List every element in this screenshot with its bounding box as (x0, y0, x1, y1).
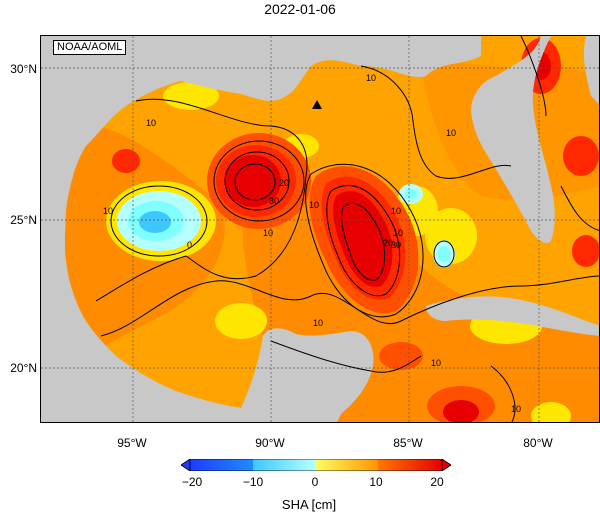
credit-label: NOAA/AOML (53, 40, 127, 55)
land-cuba (426, 296, 599, 336)
contour-label: 0 (187, 240, 192, 250)
contour-line (270, 340, 422, 373)
lat-label: 20°N (10, 361, 37, 375)
contour-label: 10 (103, 206, 113, 216)
colorbar-arrow-left (181, 459, 191, 471)
contour-label: 10 (393, 228, 403, 238)
colorbar (181, 459, 451, 471)
contour-line (520, 36, 547, 117)
sha-map: 10 10 10 10 10 0 10 30 20 10 20 30 10 10… (40, 35, 600, 423)
colorbar-outline (189, 459, 443, 471)
field-cold-eddy (405, 189, 417, 199)
contour-label: 10 (446, 128, 456, 138)
contour-label: 10 (309, 200, 319, 210)
contour-line (95, 98, 308, 302)
contour-line (490, 365, 516, 422)
map-title: 2022-01-06 (264, 1, 336, 17)
field-warm-spot (112, 149, 140, 173)
contour-line (560, 185, 599, 231)
colorbar-tick: 20 (430, 475, 444, 489)
triangle-marker (312, 100, 322, 109)
colorbar-segment (315, 459, 378, 471)
colorbar-tick: 10 (369, 475, 383, 489)
lat-label: 25°N (10, 213, 37, 227)
colorbar-tick: 0 (311, 475, 319, 489)
colorbar-segment (253, 459, 315, 471)
field-yellow-patch (531, 402, 571, 422)
contour-label: 20 (279, 178, 289, 188)
contour-label: 10 (263, 228, 273, 238)
field-warm-spot (379, 342, 423, 370)
contour-line (224, 151, 290, 211)
contour-label: 10 (511, 404, 521, 414)
contour-label: 30 (391, 240, 401, 250)
lon-label: 80°W (523, 436, 553, 450)
contour-line (234, 163, 276, 201)
colorbar-tick: −10 (242, 475, 264, 489)
colorbar-tick: −20 (181, 475, 203, 489)
lon-label: 90°W (255, 436, 285, 450)
land-florida (461, 36, 599, 243)
graticule (41, 36, 599, 422)
field-cold-eddy (438, 246, 450, 262)
contour-line (433, 240, 455, 268)
field-warm-spot (572, 235, 599, 267)
contour-line (213, 140, 305, 222)
land-yucatan (241, 328, 374, 422)
colorbar-segment (190, 459, 253, 471)
colorbar-arrow-right (441, 459, 451, 471)
contour-label: 10 (313, 318, 323, 328)
contour-line (326, 185, 401, 297)
colorbar-label: SHA [cm] (281, 497, 337, 512)
contour-label: 10 (431, 358, 441, 368)
field-yellow-patch (163, 82, 219, 110)
lon-label: 85°W (393, 436, 423, 450)
field-cold-eddy (139, 211, 171, 233)
contour-label: 30 (269, 196, 279, 206)
land-us-mexico (41, 36, 599, 422)
field-loop-current (333, 191, 393, 287)
lat-label: 30°N (10, 62, 37, 76)
contour-label: 10 (391, 206, 401, 216)
contour-line (360, 65, 512, 179)
contour-labels: 10 10 10 10 10 0 10 30 20 10 20 30 10 10… (103, 73, 521, 414)
field-warm-spot (563, 136, 599, 176)
field-yellow-patch (215, 303, 267, 339)
contour-line (305, 163, 424, 318)
sha-field: 10 10 10 10 10 0 10 30 20 10 20 30 10 10… (41, 36, 599, 422)
field-warm-spot (443, 400, 479, 422)
lon-label: 95°W (117, 436, 147, 450)
contour-label: 20 (383, 238, 393, 248)
colorbar-segment (378, 459, 442, 471)
contour-line (100, 275, 599, 337)
contour-label: 10 (366, 73, 376, 83)
contour-line (341, 202, 386, 281)
contour-label: 10 (146, 118, 156, 128)
contour-lines (95, 36, 599, 422)
contour-line (110, 185, 208, 257)
